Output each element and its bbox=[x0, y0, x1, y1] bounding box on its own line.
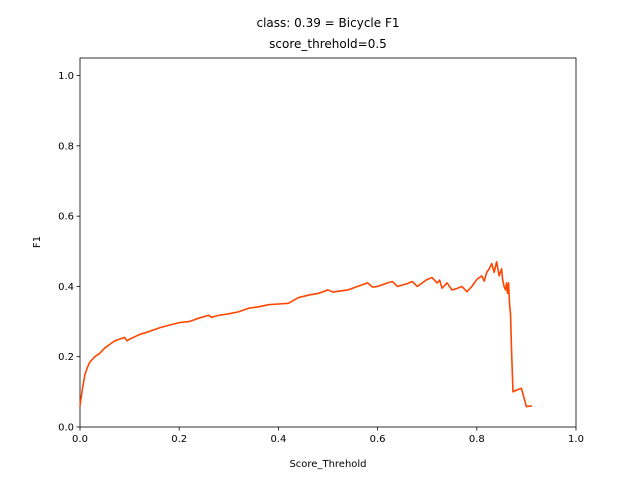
y-axis: 0.0 0.2 0.4 0.6 0.8 1.0 bbox=[58, 71, 80, 434]
x-tick-label: 0.6 bbox=[370, 434, 386, 445]
y-tick-label: 0.6 bbox=[58, 212, 74, 223]
plot-area bbox=[79, 57, 577, 428]
f1-series-line bbox=[79, 261, 533, 408]
x-tick-label: 0.4 bbox=[270, 434, 286, 445]
chart-title: class: 0.39 = Bicycle F1 bbox=[257, 16, 400, 30]
x-axis: 0.0 0.2 0.4 0.6 0.8 1.0 bbox=[72, 427, 584, 445]
x-tick-label: 0.0 bbox=[72, 434, 88, 445]
x-axis-label: Score_Threhold bbox=[289, 459, 366, 470]
x-tick-label: 0.8 bbox=[469, 434, 485, 445]
y-axis-label: F1 bbox=[32, 236, 43, 248]
y-tick-label: 0.0 bbox=[58, 423, 74, 434]
y-tick-label: 0.4 bbox=[58, 282, 74, 293]
x-tick-label: 0.2 bbox=[171, 434, 187, 445]
y-tick-label: 1.0 bbox=[58, 71, 74, 82]
y-tick-label: 0.8 bbox=[58, 141, 74, 152]
plot-frame bbox=[79, 57, 577, 428]
y-tick-label: 0.2 bbox=[58, 352, 74, 363]
chart-subtitle: score_threhold=0.5 bbox=[269, 37, 387, 51]
x-tick-label: 1.0 bbox=[568, 434, 584, 445]
series-layer bbox=[79, 261, 533, 408]
